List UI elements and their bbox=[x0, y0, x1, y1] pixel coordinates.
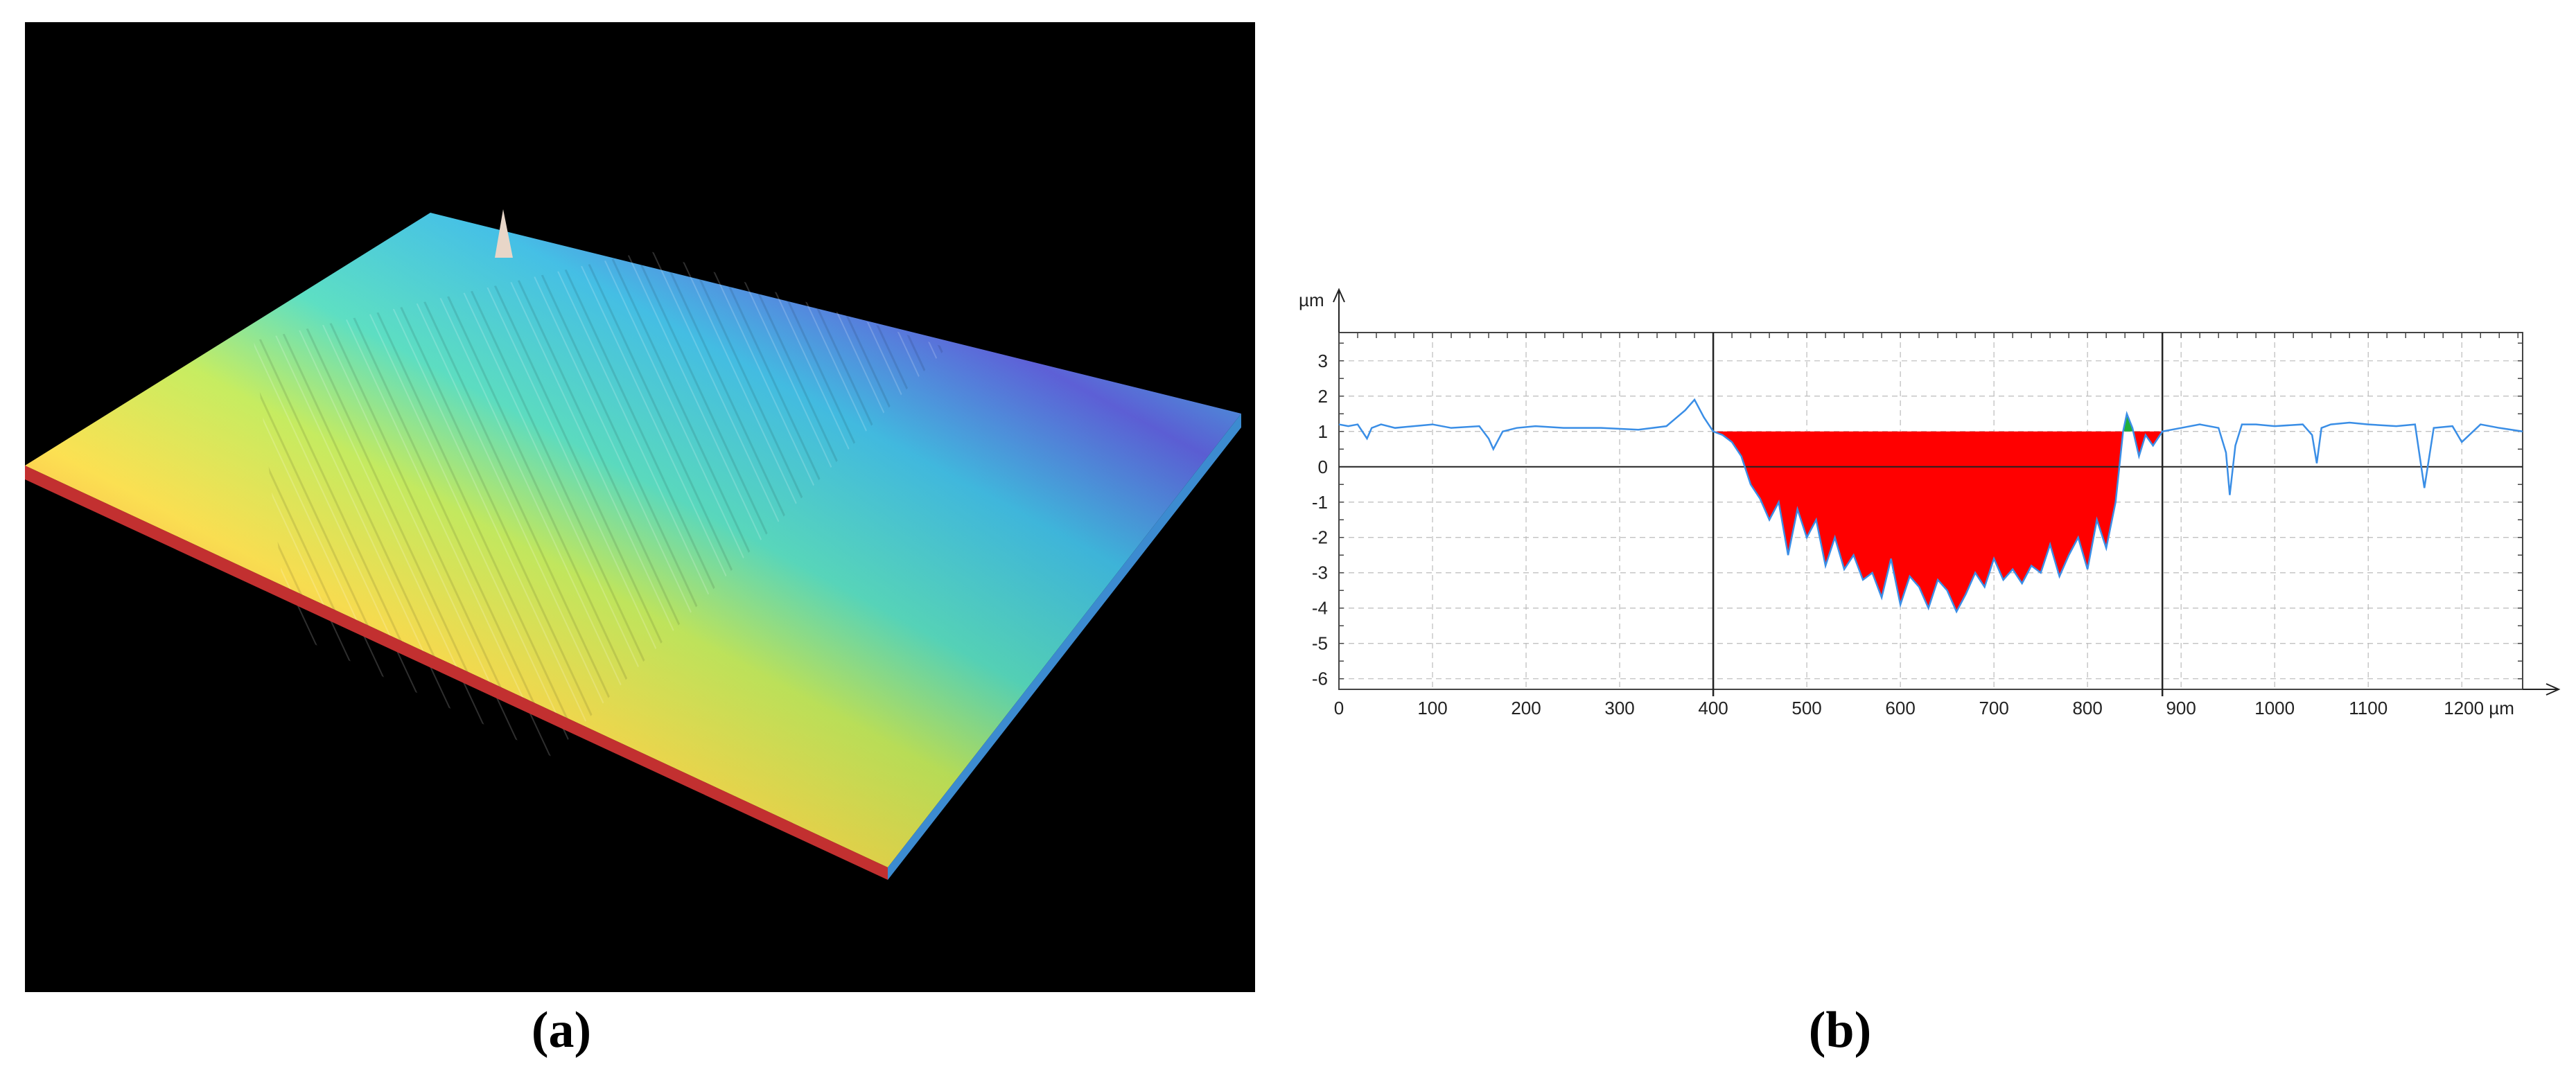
profile-chart-panel: µm 0 100 200 300 400 500 600 700 800 900 1000 1100 12… bbox=[1289, 277, 2576, 762]
surface-right-edge bbox=[888, 414, 1241, 880]
y-tick-label: 3 bbox=[1318, 351, 1328, 371]
peak-fill-area bbox=[2123, 414, 2132, 432]
x-tick-label: 900 bbox=[2166, 698, 2196, 718]
x-tick-label: 1100 bbox=[2349, 698, 2387, 718]
y-tick-label: 2 bbox=[1318, 386, 1328, 407]
axes bbox=[1333, 288, 2561, 696]
x-tick-label: 100 bbox=[1417, 698, 1447, 718]
caption-b: (b) bbox=[1808, 1002, 1872, 1059]
x-tick-label: 200 bbox=[1511, 698, 1541, 718]
x-tick-label: 1000 bbox=[2254, 698, 2295, 718]
x-tick-label: 700 bbox=[1979, 698, 2008, 718]
x-tick-label: 300 bbox=[1604, 698, 1634, 718]
profile-line bbox=[1338, 398, 2523, 614]
x-tick-label: 1200 µm bbox=[2444, 698, 2514, 718]
y-tick-label: -3 bbox=[1312, 563, 1328, 583]
y-tick-label: -5 bbox=[1312, 633, 1328, 654]
surface-3d-panel bbox=[25, 22, 1255, 992]
plot-frame bbox=[1338, 332, 2523, 690]
profile-line-group bbox=[1338, 398, 2523, 614]
x-axis-arrowhead bbox=[2546, 683, 2561, 696]
surface-3d-plot bbox=[25, 209, 1241, 880]
y-tick-label: -1 bbox=[1312, 492, 1328, 513]
tick-labels: µm0 100 200 300 400 500 600 700 800 900 1000 1100 12… bbox=[1299, 290, 2514, 718]
surface-front-edge bbox=[25, 466, 888, 880]
valley-fill-area bbox=[1713, 431, 2123, 612]
caption-a: (a) bbox=[531, 1002, 592, 1059]
x-tick-label: 400 bbox=[1698, 698, 1728, 718]
x-tick-label: 600 bbox=[1885, 698, 1915, 718]
x-tick-label: 500 bbox=[1791, 698, 1821, 718]
x-tick-label: 0 bbox=[1334, 698, 1344, 718]
wear-track-texture bbox=[254, 251, 947, 757]
y-unit-label: µm bbox=[1299, 290, 1324, 310]
y-axis-arrowhead bbox=[1333, 288, 1345, 303]
y-tick-label: -6 bbox=[1312, 669, 1328, 689]
valley-fill-area bbox=[2132, 427, 2163, 457]
y-tick-label: 1 bbox=[1318, 421, 1328, 442]
y-tick-label: -2 bbox=[1312, 527, 1328, 548]
profile-chart: µm0 100 200 300 400 500 600 700 800 900 1000 1100 12… bbox=[1299, 288, 2561, 718]
y-tick-label: -4 bbox=[1312, 598, 1328, 619]
surface-spike bbox=[495, 209, 513, 258]
x-tick-label: 800 bbox=[2072, 698, 2102, 718]
y-tick-label: 0 bbox=[1318, 457, 1328, 477]
profile-fills bbox=[1713, 414, 2163, 612]
